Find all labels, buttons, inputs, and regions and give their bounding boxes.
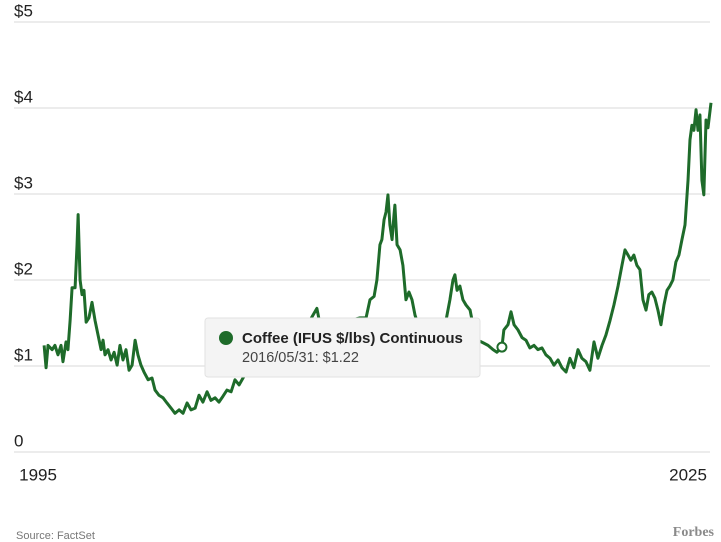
hover-marker [496, 341, 508, 353]
y-tick-label: $1 [14, 345, 33, 364]
x-tick-label: 1995 [19, 465, 57, 484]
tooltip-box [204, 317, 481, 378]
tooltip-swatch [219, 331, 233, 345]
brand-logo: Forbes [673, 525, 715, 540]
y-tick-label: $4 [14, 87, 33, 106]
y-tick-label: $5 [14, 1, 33, 20]
tooltip-value: 2016/05/31: $1.22 [242, 350, 359, 366]
tooltip-title: Coffee (IFUS $/lbs) Continuous [242, 330, 463, 347]
y-tick-label: $3 [14, 173, 33, 192]
y-tick-label: 0 [14, 431, 23, 450]
source-note: Source: FactSet [16, 530, 95, 542]
x-tick-label: 2025 [669, 465, 707, 484]
tooltip: Coffee (IFUS $/lbs) Continuous 2016/05/31… [204, 317, 481, 378]
data-line [42, 102, 713, 415]
y-tick-label: $2 [14, 259, 33, 278]
